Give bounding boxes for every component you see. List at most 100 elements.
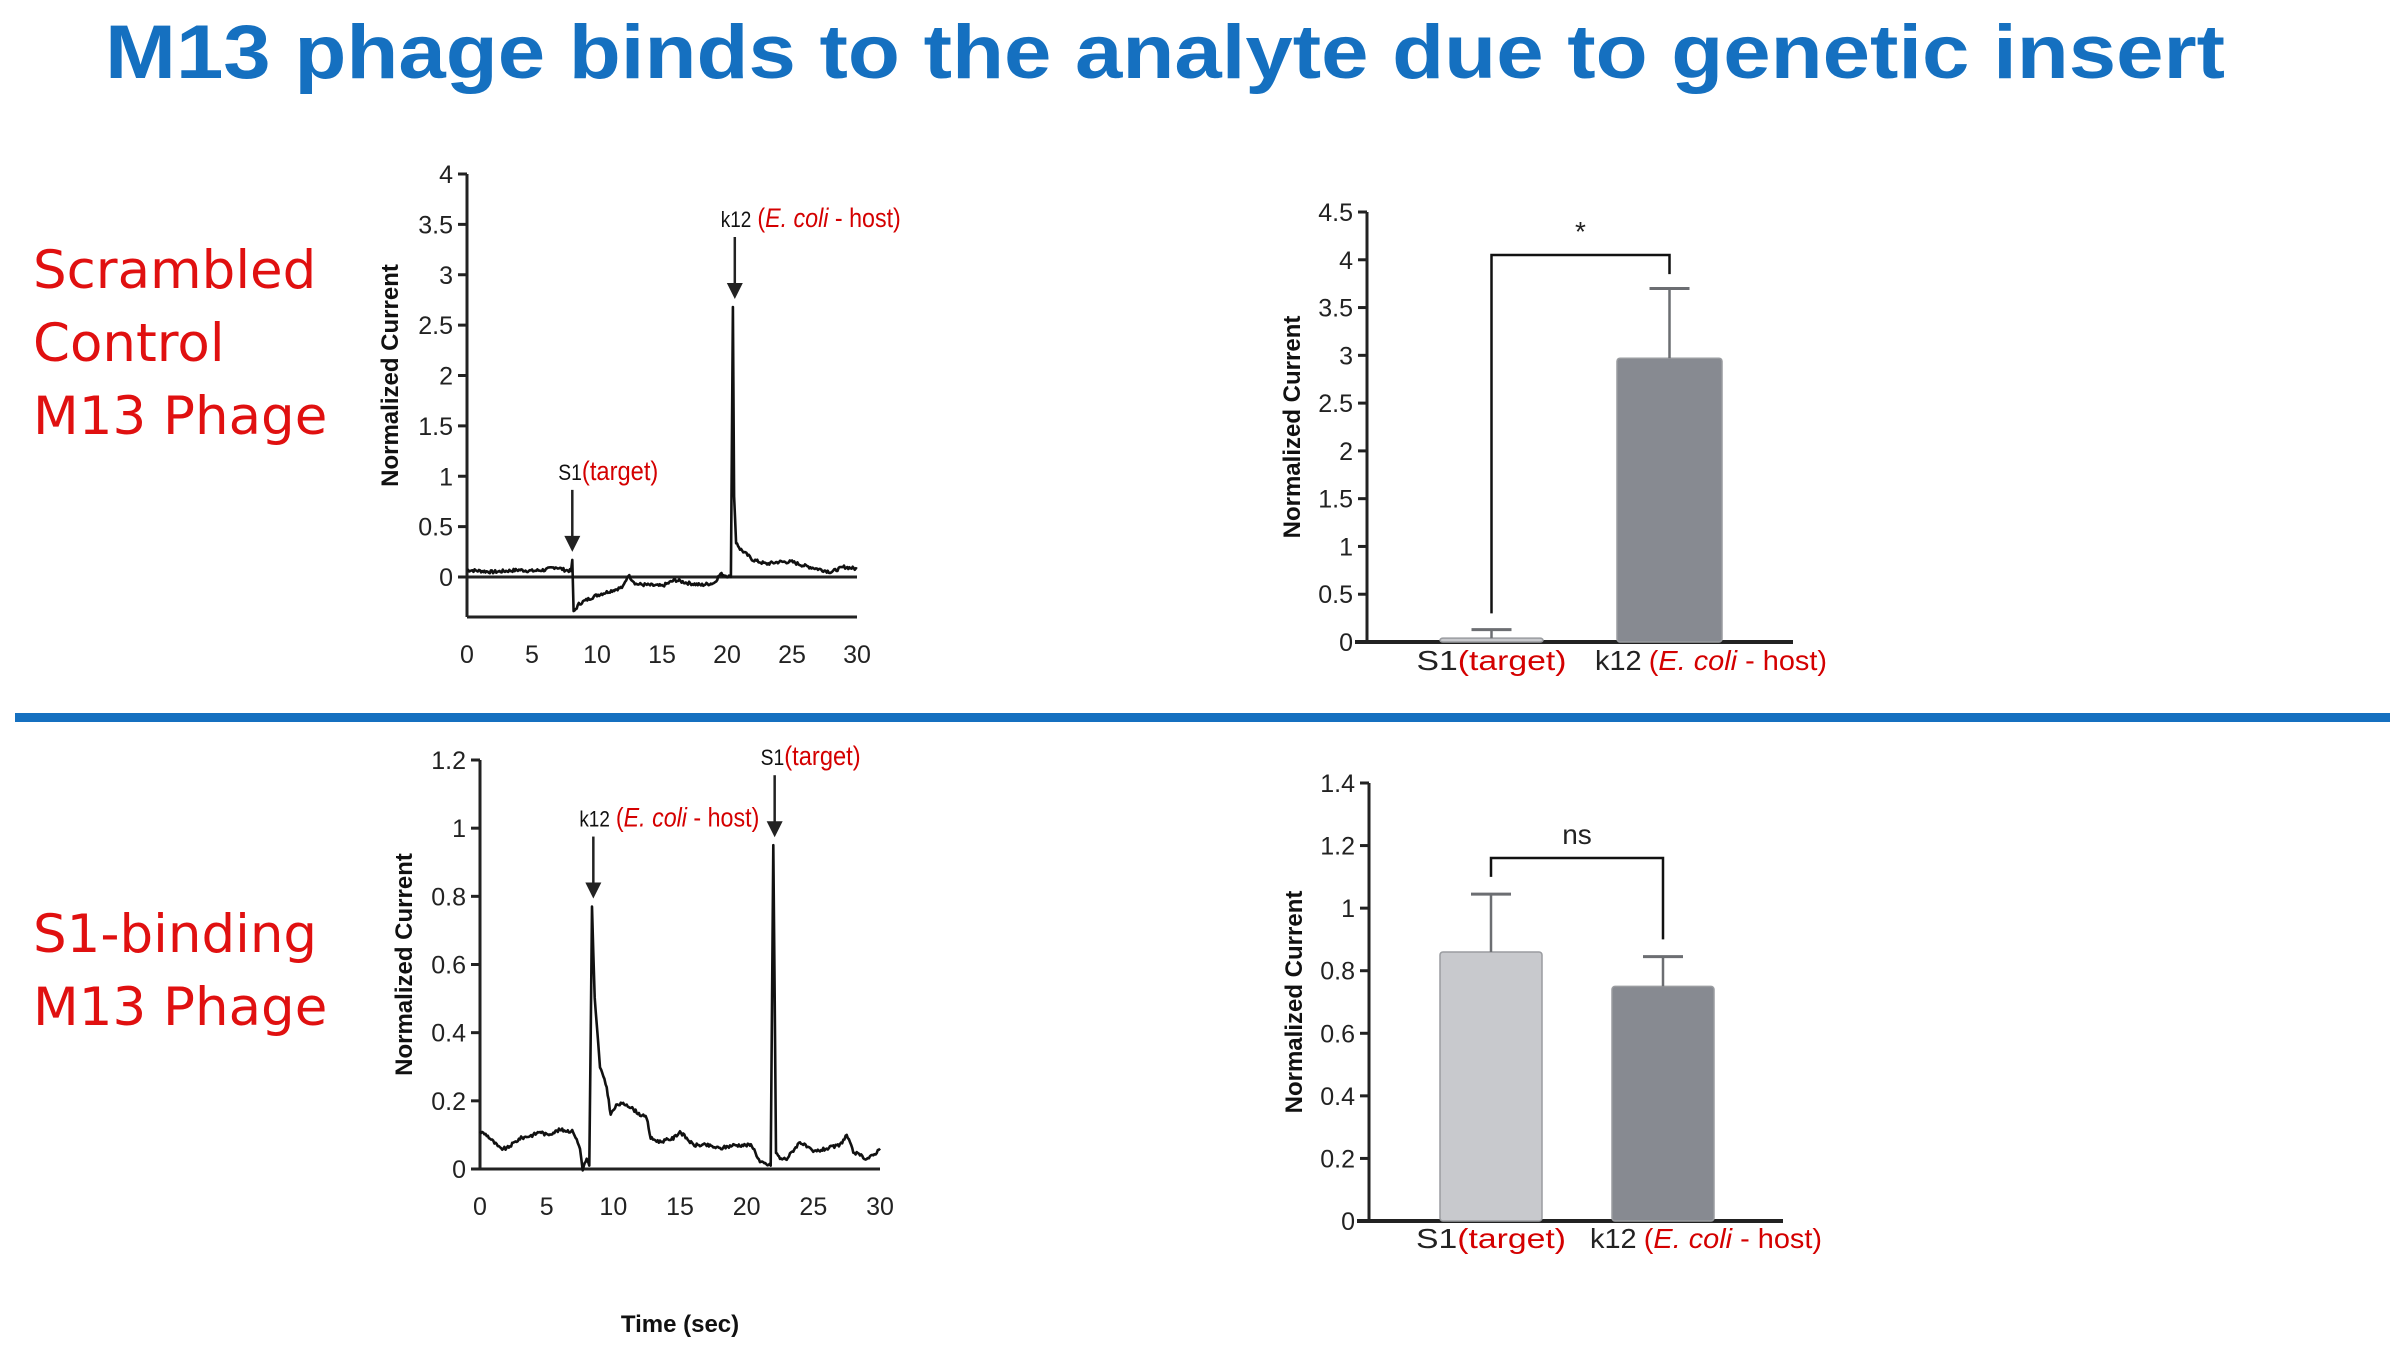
y-tick-label: 1.4 [1320, 770, 1355, 798]
annotation-italic: E. coli [1653, 1223, 1732, 1254]
y-tick-label: 0 [452, 1156, 466, 1184]
annotation-label: k12(E. coli - host) [1590, 1223, 1822, 1254]
x-tick-label: 15 [648, 641, 676, 669]
annotation-text: - host) [828, 203, 900, 233]
x-tick-label: 10 [583, 641, 611, 669]
y-tick-label: 3 [439, 262, 453, 290]
annotation-text: (target) [784, 741, 860, 771]
y-tick-label: 2 [439, 363, 453, 391]
row-label-line: M13 Phage [33, 386, 327, 447]
x-tick-label: 15 [666, 1193, 694, 1221]
x-tick-label: 25 [778, 641, 806, 669]
annotation-label: S1(target) [761, 741, 861, 771]
annotation-text: - host) [1737, 645, 1827, 676]
x-tick-label: 0 [460, 641, 474, 669]
x-tick-label: 20 [713, 641, 741, 669]
y-tick-label: 3.5 [418, 211, 453, 239]
y-tick-label: 0.4 [431, 1020, 466, 1048]
annotation-open: ( [1644, 1223, 1654, 1254]
y-tick-label: 2 [1339, 438, 1353, 466]
significance-bracket [1490, 253, 1671, 614]
arrow-down-icon [766, 821, 783, 838]
annotation-label: k12(E. coli - host) [579, 803, 759, 833]
annotation-text: (target) [1457, 1223, 1566, 1254]
bar [1611, 985, 1715, 1222]
annotation-open: ( [1649, 645, 1659, 676]
y-tick-label: 2.5 [418, 312, 453, 340]
annotation-italic: E. coli [624, 803, 688, 833]
y-tick-label: 1.5 [418, 413, 453, 441]
y-tick-label: 0.8 [1320, 958, 1355, 986]
row-label-line: Control [33, 313, 225, 374]
y-tick-label: 0.6 [431, 952, 466, 980]
x-axis-label: Time (sec) [621, 1311, 739, 1338]
y-tick-label: 0.4 [1320, 1083, 1355, 1111]
annotation-open: ( [757, 203, 765, 233]
annotation-text: (target) [1458, 645, 1567, 676]
arrow-down-icon [564, 535, 581, 552]
y-tick-label: 1.2 [431, 747, 466, 775]
row-label-line: Scrambled [33, 240, 316, 301]
annotation-prefix: k12 [721, 207, 752, 232]
y-tick-label: 3 [1339, 342, 1353, 370]
y-tick-label: 1 [1339, 533, 1353, 561]
chart-2: 0 0.5 1 1.5 2 2.5 3 3.5 4 4.5 Normalized Current S1… [1279, 199, 1827, 676]
y-tick-label: 4.5 [1318, 199, 1353, 227]
y-tick-label: 0 [1339, 629, 1353, 657]
y-tick-label: 1 [439, 463, 453, 491]
section-divider [15, 713, 2390, 722]
y-tick-label: 0.6 [1320, 1020, 1355, 1048]
annotation-label: S1(target) [1417, 645, 1567, 676]
y-tick-label: 4 [439, 161, 453, 189]
y-tick-label: 1.5 [1318, 486, 1353, 514]
x-tick-label: 30 [866, 1193, 894, 1221]
y-tick-label: 1.2 [1320, 833, 1355, 861]
annotation-italic: E. coli [765, 203, 829, 233]
annotation-prefix: k12 [1590, 1223, 1637, 1254]
y-tick-label: 0.2 [431, 1088, 466, 1116]
y-axis-label: Normalized Current [391, 853, 418, 1076]
y-tick-label: 0 [1341, 1208, 1355, 1236]
y-tick-label: 0.2 [1320, 1145, 1355, 1173]
annotation-prefix: S1 [558, 460, 582, 485]
significance-label: ns [1562, 819, 1592, 850]
annotation-open: ( [616, 803, 624, 833]
annotation-text: - host) [1732, 1223, 1822, 1254]
y-axis-label: Normalized Current [1279, 316, 1306, 539]
annotation-italic: E. coli [1658, 645, 1737, 676]
y-tick-label: 1 [452, 815, 466, 843]
annotation-label: k12(E. coli - host) [1595, 645, 1827, 676]
y-tick-label: 1 [1341, 895, 1355, 923]
chart-1: 0 0.5 1 1.5 2 2.5 3 3.5 4 Normalized Current 0 5 10 1… [377, 161, 901, 669]
annotation-label: k12(E. coli - host) [721, 203, 901, 233]
bar [1439, 637, 1544, 643]
y-tick-label: 4 [1339, 247, 1353, 275]
annotation-label: S1(target) [1416, 1223, 1566, 1254]
data-trace [466, 305, 858, 613]
x-tick-label: 25 [799, 1193, 827, 1221]
bar [1616, 357, 1723, 643]
annotation-prefix: k12 [579, 807, 610, 832]
annotation-text: - host) [687, 803, 759, 833]
x-tick-label: 0 [473, 1193, 487, 1221]
annotation-text: (target) [582, 456, 658, 486]
y-tick-label: 0.8 [431, 883, 466, 911]
data-trace [478, 843, 881, 1172]
y-tick-label: 0 [439, 564, 453, 592]
y-axis-label: Normalized Current [377, 264, 404, 487]
y-tick-label: 0.5 [1318, 581, 1353, 609]
x-tick-label: 5 [525, 641, 539, 669]
arrow-down-icon [726, 282, 743, 299]
significance-label: * [1575, 216, 1586, 247]
row-label-line: M13 Phage [33, 977, 327, 1038]
chart-4: 0 0.2 0.4 0.6 0.8 1 1.2 1.4 Normalized Current S1… [1281, 770, 1822, 1254]
y-axis-label: Normalized Current [1281, 891, 1308, 1114]
annotation-prefix: S1 [1417, 645, 1458, 676]
y-tick-label: 0.5 [418, 514, 453, 542]
y-tick-label: 2.5 [1318, 390, 1353, 418]
x-tick-label: 5 [540, 1193, 554, 1221]
x-tick-label: 20 [733, 1193, 761, 1221]
annotation-prefix: S1 [761, 745, 785, 770]
row-label-line: S1-binding [33, 904, 317, 965]
